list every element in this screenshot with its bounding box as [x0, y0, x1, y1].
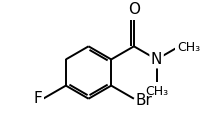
Text: CH₃: CH₃: [145, 85, 168, 98]
Text: CH₃: CH₃: [177, 41, 201, 54]
Text: Br: Br: [135, 93, 152, 108]
Text: N: N: [151, 52, 162, 67]
Text: O: O: [128, 2, 140, 17]
Text: F: F: [33, 91, 42, 106]
